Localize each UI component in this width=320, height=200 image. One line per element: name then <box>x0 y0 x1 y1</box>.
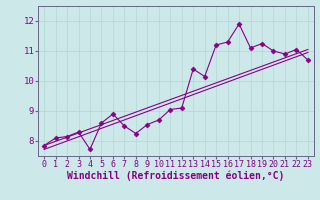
X-axis label: Windchill (Refroidissement éolien,°C): Windchill (Refroidissement éolien,°C) <box>67 171 285 181</box>
